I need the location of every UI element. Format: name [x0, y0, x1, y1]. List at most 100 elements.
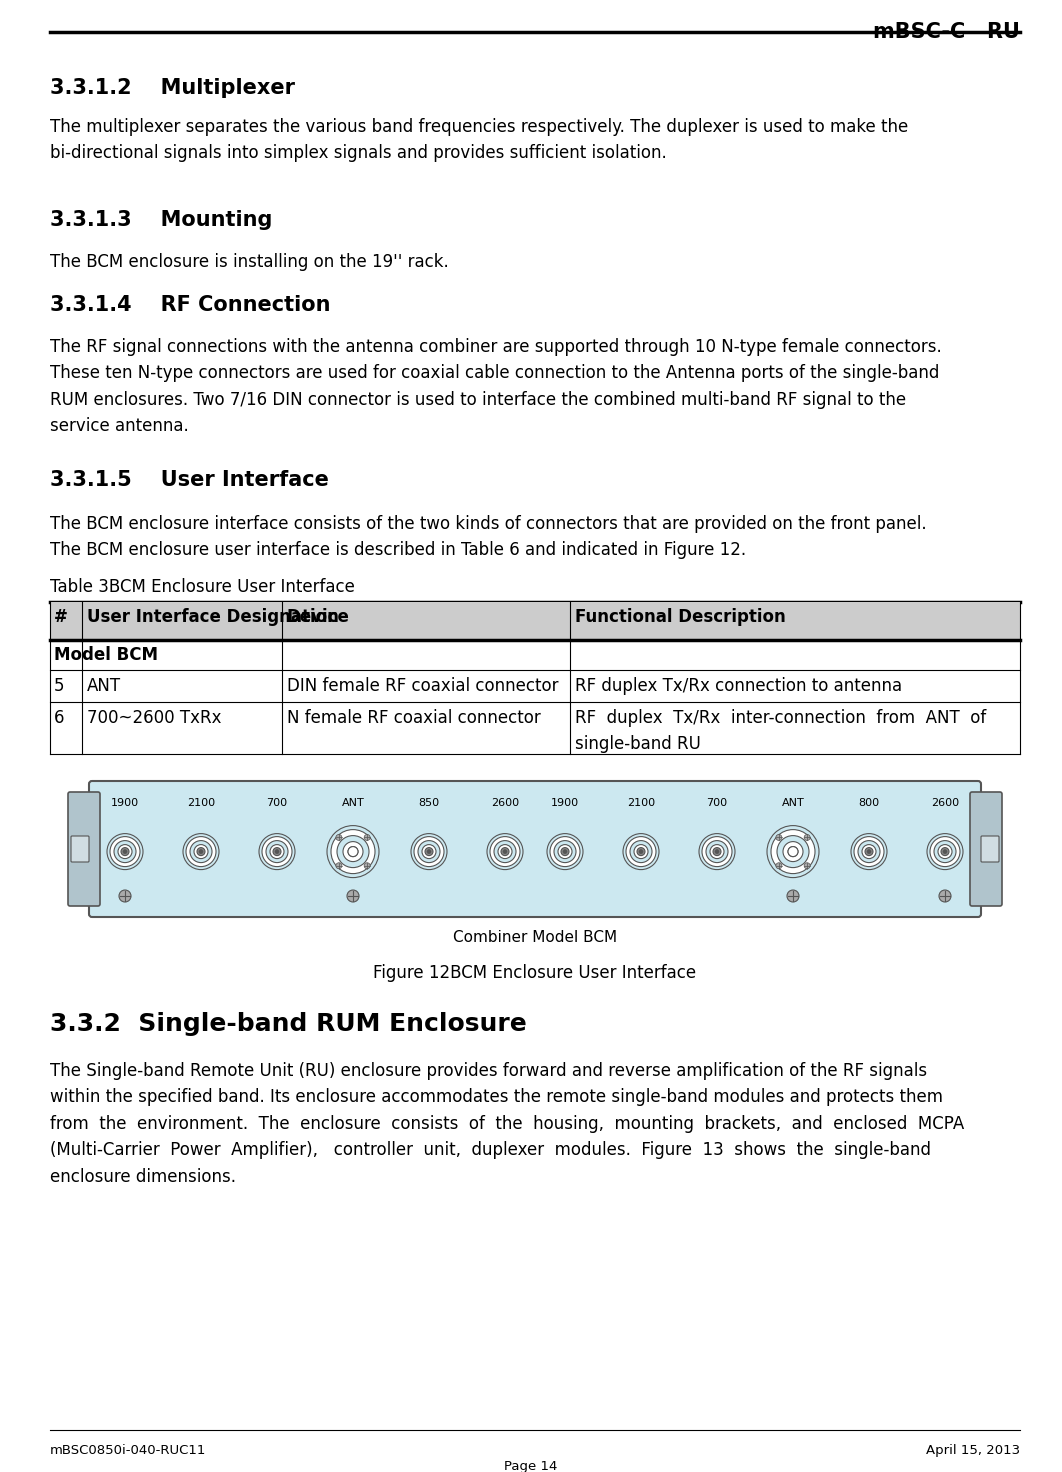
Circle shape: [866, 848, 873, 855]
Text: Device: Device: [287, 608, 349, 626]
Circle shape: [706, 841, 727, 863]
Circle shape: [123, 849, 127, 854]
Circle shape: [121, 848, 129, 855]
Text: The BCM enclosure is installing on the 19'' rack.: The BCM enclosure is installing on the 1…: [50, 253, 449, 271]
Text: 700: 700: [267, 798, 288, 808]
Text: RF  duplex  Tx/Rx  inter-connection  from  ANT  of
single-band RU: RF duplex Tx/Rx inter-connection from AN…: [575, 710, 987, 754]
Circle shape: [561, 848, 569, 855]
FancyBboxPatch shape: [970, 792, 1003, 905]
Text: The RF signal connections with the antenna combiner are supported through 10 N-t: The RF signal connections with the anten…: [50, 339, 942, 436]
Circle shape: [498, 845, 512, 858]
Circle shape: [630, 841, 652, 863]
Circle shape: [487, 833, 523, 870]
Text: DIN female RF coaxial connector: DIN female RF coaxial connector: [287, 677, 559, 695]
Circle shape: [364, 835, 371, 841]
Circle shape: [262, 836, 292, 867]
Text: mBSC0850i-040-RUC11: mBSC0850i-040-RUC11: [50, 1444, 206, 1457]
Text: 5: 5: [54, 677, 65, 695]
Circle shape: [331, 830, 375, 873]
Circle shape: [554, 841, 576, 863]
Circle shape: [364, 863, 371, 868]
Circle shape: [776, 835, 782, 841]
Circle shape: [927, 833, 963, 870]
Text: RF duplex Tx/Rx connection to antenna: RF duplex Tx/Rx connection to antenna: [575, 677, 902, 695]
Circle shape: [563, 849, 567, 854]
Text: 1900: 1900: [551, 798, 579, 808]
Bar: [50, 602, 1020, 640]
Circle shape: [414, 836, 444, 867]
Circle shape: [183, 833, 219, 870]
Circle shape: [336, 863, 342, 868]
Text: 1900: 1900: [110, 798, 139, 808]
Circle shape: [190, 841, 212, 863]
Circle shape: [862, 845, 876, 858]
Circle shape: [273, 848, 281, 855]
Text: 3.3.2  Single-band RUM Enclosure: 3.3.2 Single-band RUM Enclosure: [50, 1013, 527, 1036]
Text: ANT: ANT: [782, 798, 804, 808]
Circle shape: [425, 848, 433, 855]
Text: Table 3BCM Enclosure User Interface: Table 3BCM Enclosure User Interface: [50, 578, 355, 596]
Circle shape: [939, 891, 950, 902]
Circle shape: [634, 845, 648, 858]
Circle shape: [804, 835, 810, 841]
Text: 3.3.1.5    User Interface: 3.3.1.5 User Interface: [50, 470, 329, 490]
Circle shape: [637, 848, 645, 855]
Circle shape: [503, 849, 507, 854]
Circle shape: [776, 863, 782, 868]
FancyBboxPatch shape: [68, 792, 100, 905]
Circle shape: [194, 845, 208, 858]
Text: Combiner Model BCM: Combiner Model BCM: [452, 930, 617, 945]
Circle shape: [702, 836, 732, 867]
Circle shape: [427, 849, 431, 854]
Circle shape: [788, 846, 798, 857]
Text: 3.3.1.3    Mounting: 3.3.1.3 Mounting: [50, 210, 272, 230]
Text: 3.3.1.2    Multiplexer: 3.3.1.2 Multiplexer: [50, 78, 295, 99]
Circle shape: [710, 845, 724, 858]
Circle shape: [851, 833, 887, 870]
Text: The multiplexer separates the various band frequencies respectively. The duplexe: The multiplexer separates the various ba…: [50, 118, 908, 162]
Circle shape: [930, 836, 960, 867]
Text: Functional Description: Functional Description: [575, 608, 786, 626]
Circle shape: [110, 836, 140, 867]
Circle shape: [550, 836, 580, 867]
Circle shape: [337, 836, 369, 867]
Circle shape: [854, 836, 884, 867]
Circle shape: [119, 891, 131, 902]
Circle shape: [699, 833, 735, 870]
Circle shape: [783, 842, 803, 861]
Circle shape: [186, 836, 216, 867]
Text: 2600: 2600: [931, 798, 959, 808]
Text: N female RF coaxial connector: N female RF coaxial connector: [287, 710, 541, 727]
Circle shape: [547, 833, 583, 870]
Text: Model BCM: Model BCM: [54, 646, 158, 664]
Circle shape: [713, 848, 721, 855]
Circle shape: [275, 849, 279, 854]
Circle shape: [343, 842, 363, 861]
Circle shape: [767, 826, 819, 877]
Circle shape: [943, 849, 947, 854]
Circle shape: [941, 848, 949, 855]
Text: User Interface Designation: User Interface Designation: [87, 608, 339, 626]
Text: The BCM enclosure interface consists of the two kinds of connectors that are pro: The BCM enclosure interface consists of …: [50, 515, 927, 559]
Text: Figure 12BCM Enclosure User Interface: Figure 12BCM Enclosure User Interface: [374, 964, 697, 982]
Circle shape: [118, 845, 132, 858]
Text: ANT: ANT: [87, 677, 121, 695]
Text: 2100: 2100: [187, 798, 216, 808]
Text: April 15, 2013: April 15, 2013: [926, 1444, 1020, 1457]
Circle shape: [623, 833, 660, 870]
Circle shape: [867, 849, 871, 854]
Text: 2100: 2100: [627, 798, 655, 808]
Circle shape: [196, 848, 205, 855]
Circle shape: [418, 841, 440, 863]
Circle shape: [199, 849, 203, 854]
Text: 850: 850: [418, 798, 440, 808]
Circle shape: [858, 841, 880, 863]
Text: 700: 700: [706, 798, 727, 808]
Circle shape: [259, 833, 295, 870]
Circle shape: [715, 849, 719, 854]
Text: ANT: ANT: [342, 798, 364, 808]
Circle shape: [114, 841, 136, 863]
Circle shape: [422, 845, 436, 858]
Circle shape: [347, 891, 359, 902]
Circle shape: [348, 846, 358, 857]
